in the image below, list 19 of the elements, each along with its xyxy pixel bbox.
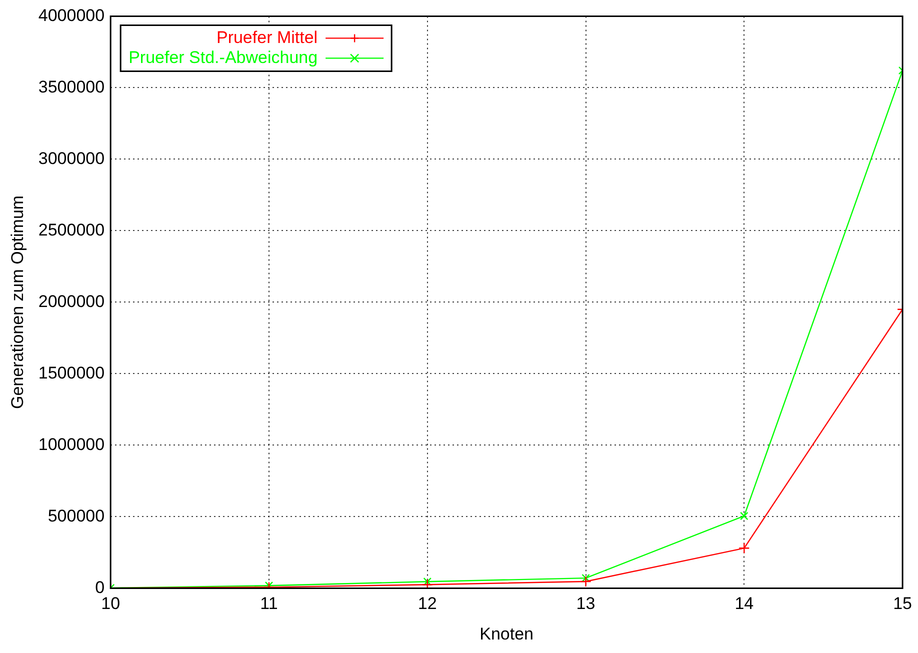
x-tick-label: 15 (893, 594, 912, 614)
x-tick-label: 10 (101, 594, 120, 614)
x-tick-label: 11 (260, 594, 278, 614)
y-axis-title: Generationen zum Optimum (8, 195, 27, 409)
y-tick-label: 1500000 (38, 363, 105, 382)
y-tick-label: 1000000 (38, 434, 105, 454)
y-tick-label: 4000000 (38, 6, 105, 25)
x-tick-label: 13 (576, 594, 596, 614)
y-tick-label: 0 (95, 578, 105, 597)
y-tick-label: 2500000 (38, 220, 105, 240)
x-tick-label: 14 (734, 594, 754, 614)
y-tick-label: 3000000 (38, 148, 105, 168)
legend-label: Pruefer Mittel (216, 28, 318, 47)
legend-label: Pruefer Std.-Abweichung (128, 48, 318, 67)
y-tick-label: 500000 (48, 506, 105, 526)
x-axis-title: Knoten (480, 624, 534, 644)
y-tick-label: 2000000 (38, 292, 105, 311)
y-tick-label: 3500000 (38, 77, 105, 96)
x-tick-label: 12 (418, 594, 437, 614)
